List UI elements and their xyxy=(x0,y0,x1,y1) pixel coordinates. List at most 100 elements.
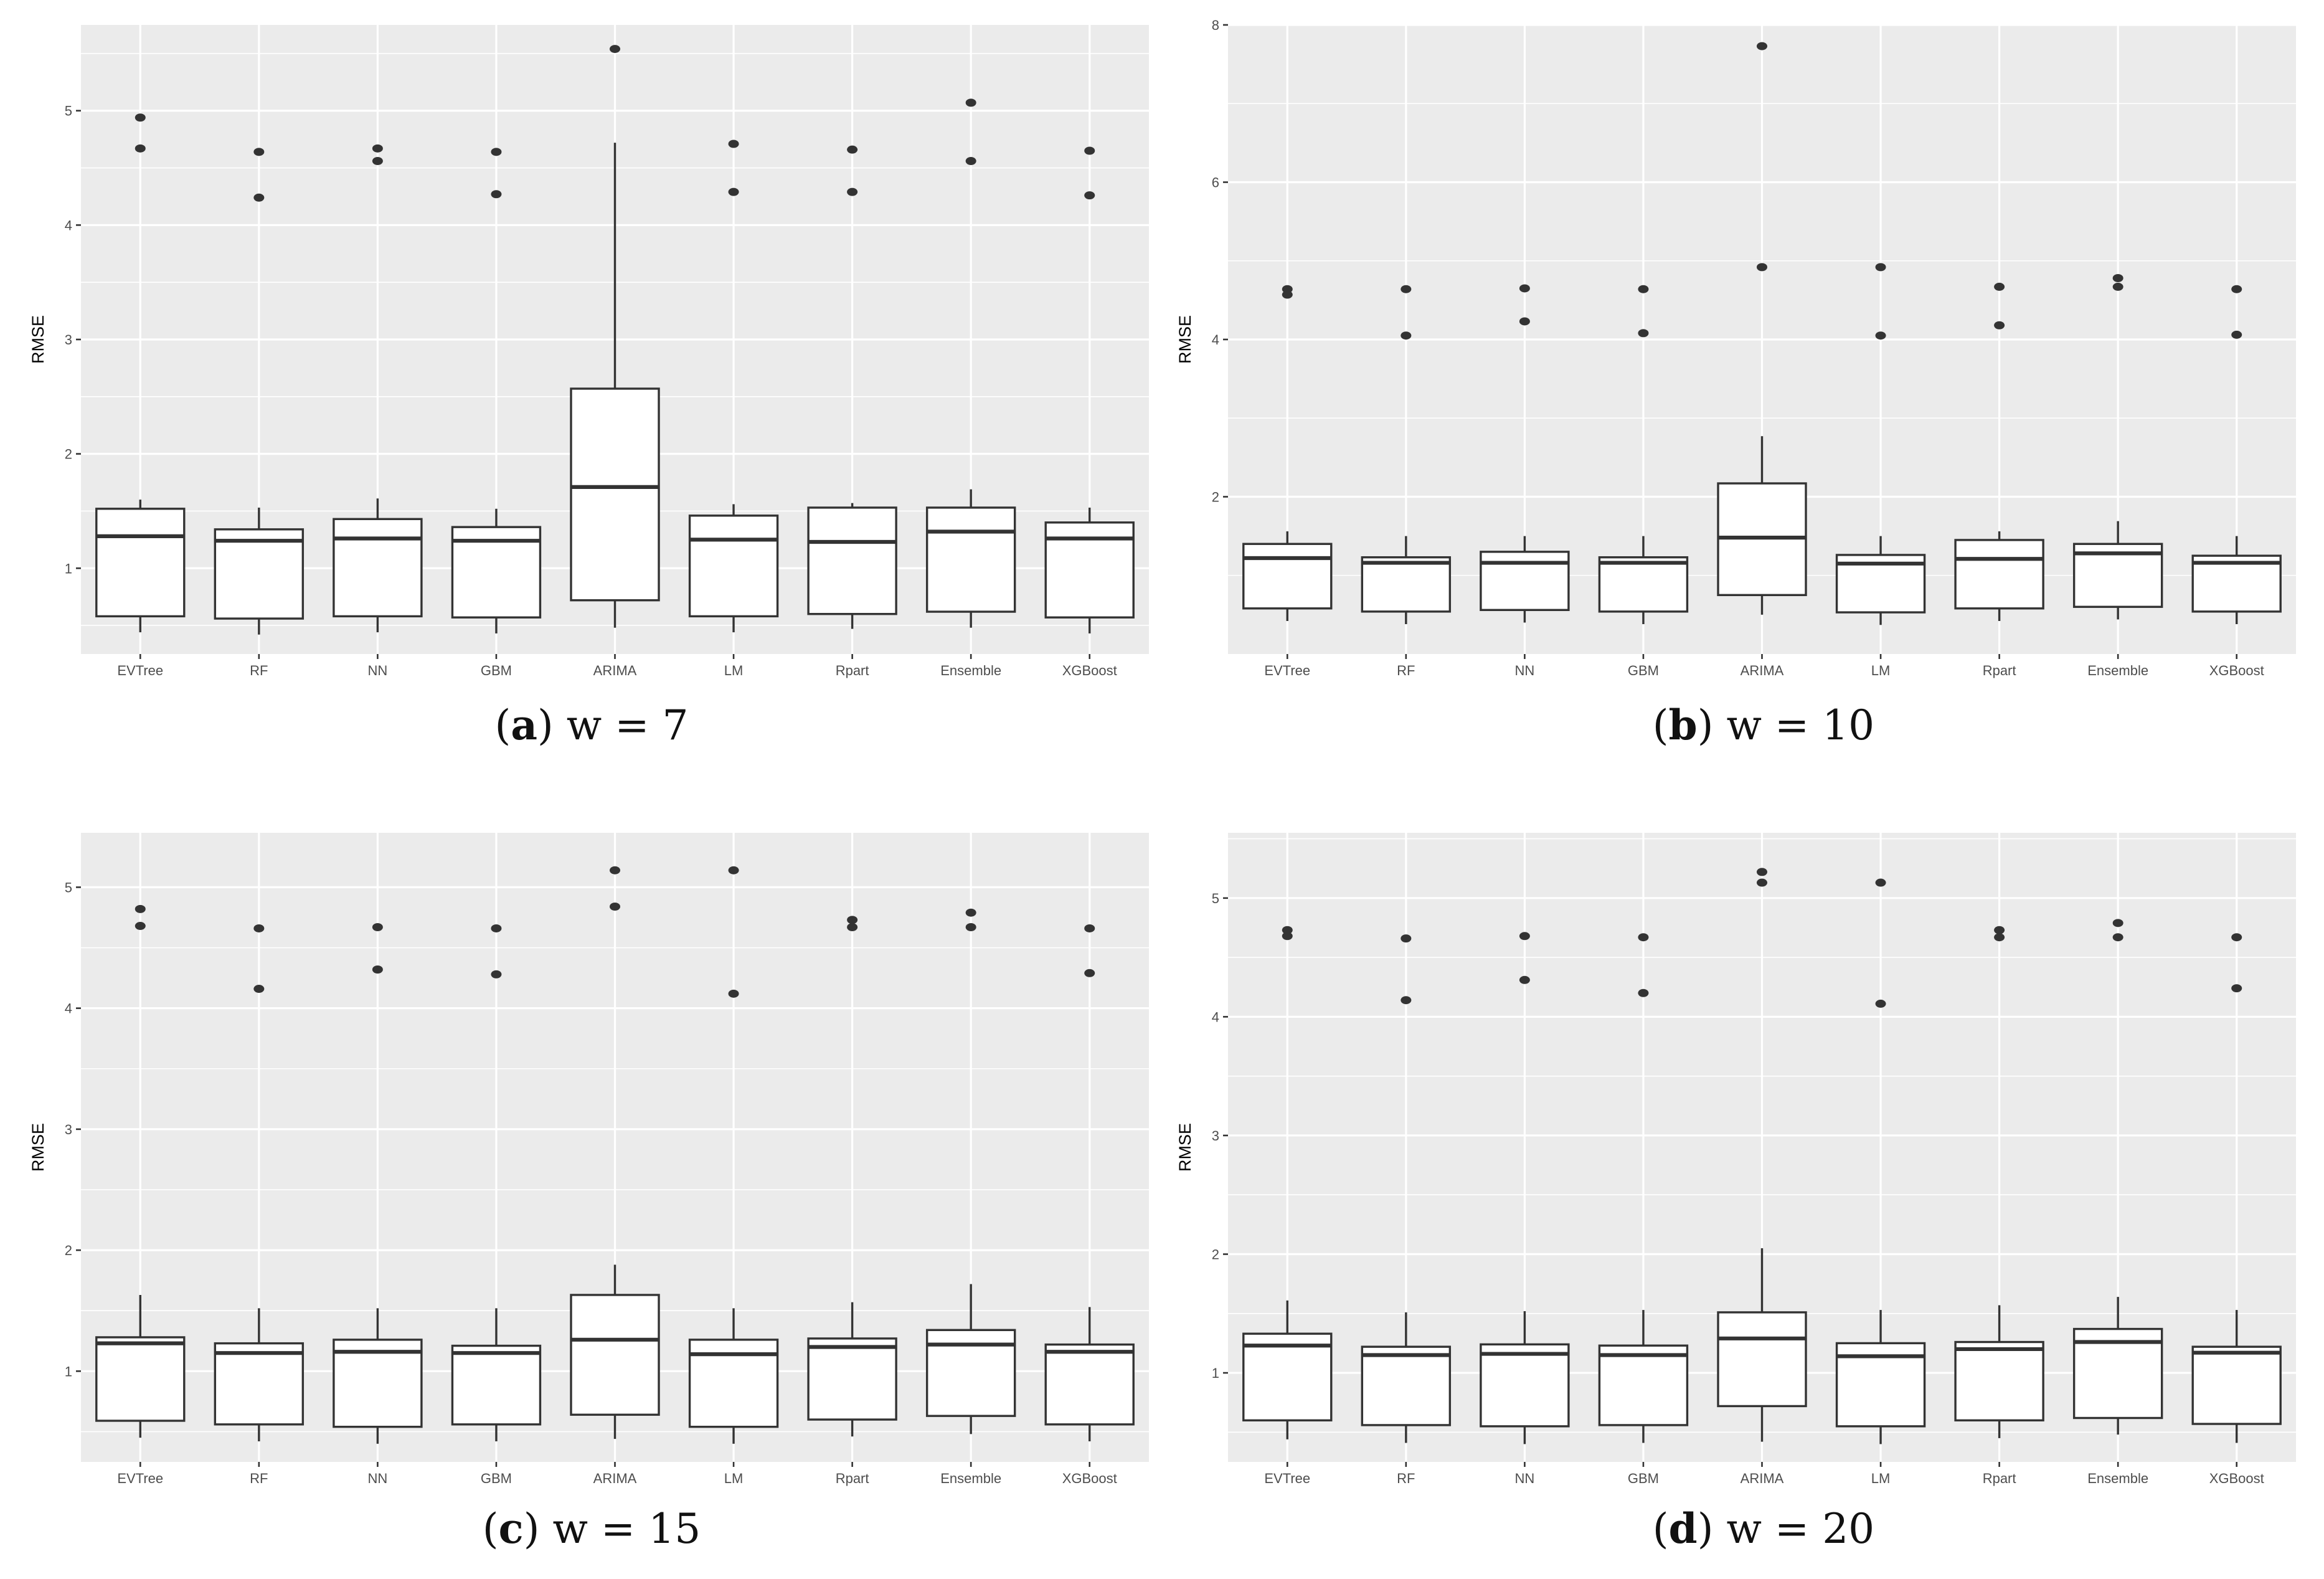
boxplot-chart-w10: 2 4 6 8 EVTree RF NN GBM ARIMA LM Rpart Ensemble XGB… xyxy=(1176,17,2296,678)
boxplot-chart-w20: 1 2 3 4 5 EVTree RF NN GBM ARIMA LM Rpart Ensemble XG… xyxy=(1176,833,2296,1486)
outlier-point xyxy=(610,902,620,911)
box-arima xyxy=(570,387,660,602)
x-tick-label: EVTree xyxy=(1264,663,1310,678)
outlier-point xyxy=(135,922,146,931)
box-lm xyxy=(688,514,779,618)
box-gbm xyxy=(1598,556,1689,613)
x-tick-label: NN xyxy=(367,1471,387,1486)
x-tick-label: RF xyxy=(250,663,268,678)
outlier-point xyxy=(1994,933,2005,942)
x-tick-label: LM xyxy=(724,663,744,678)
y-tick-label: 4 xyxy=(65,1001,72,1017)
x-tick-label: Rpart xyxy=(836,1471,869,1486)
outlier-point xyxy=(728,989,739,998)
x-tick-label: EVTree xyxy=(117,663,163,678)
outlier-point xyxy=(1875,263,1886,272)
y-tick-label: 1 xyxy=(65,561,72,576)
box-rf xyxy=(214,528,305,620)
outlier-point xyxy=(135,904,146,913)
outlier-point xyxy=(1084,146,1095,155)
y-tick-label: 5 xyxy=(65,880,72,895)
y-tick-label: 3 xyxy=(65,332,72,348)
x-tick-label: GBM xyxy=(1628,663,1659,678)
box-evtree xyxy=(1242,1332,1333,1422)
outlier-point xyxy=(253,193,265,202)
outlier-point xyxy=(1875,999,1886,1008)
caption-letter: c xyxy=(498,1504,524,1553)
x-tick-label: ARIMA xyxy=(593,663,637,678)
x-tick-label: Ensemble xyxy=(940,663,1001,678)
y-tick-label: 4 xyxy=(1212,1009,1219,1025)
box-nn xyxy=(333,518,423,618)
outlier-point xyxy=(1401,996,1412,1005)
outlier-point xyxy=(1519,284,1530,293)
x-tick-label: NN xyxy=(1514,663,1534,678)
outlier-point xyxy=(728,866,739,875)
outlier-point xyxy=(1757,868,1767,876)
outlier-point xyxy=(1994,282,2005,291)
boxplot-chart-w15: 1 2 3 4 5 EVTree RF NN GBM ARIMA LM Rpart Ensemble XG… xyxy=(29,833,1149,1486)
x-tick-label: Ensemble xyxy=(2087,663,2148,678)
outlier-point xyxy=(1401,934,1412,943)
outlier-point xyxy=(1084,969,1095,977)
outlier-point xyxy=(728,187,739,196)
outlier-point xyxy=(253,148,265,156)
x-tick-label: RF xyxy=(1397,1471,1415,1486)
caption-text: w = 10 xyxy=(1726,701,1875,749)
x-tick-label: RF xyxy=(250,1471,268,1486)
outlier-point xyxy=(1519,975,1530,984)
x-tick-label: NN xyxy=(1514,1471,1534,1486)
x-tick-label: LM xyxy=(724,1471,744,1486)
y-tick-label: 4 xyxy=(1212,332,1219,348)
box-evtree xyxy=(95,508,186,618)
outlier-point xyxy=(491,970,502,979)
caption-text: w = 15 xyxy=(552,1505,701,1553)
box-rpart xyxy=(1954,539,2044,610)
chart-caption-w20: (d) w = 20 xyxy=(1652,1504,1875,1553)
outlier-point xyxy=(1084,191,1095,200)
outlier-point xyxy=(847,916,858,924)
box-xgboost xyxy=(2191,554,2282,613)
x-tick-label: XGBoost xyxy=(2209,1471,2264,1486)
box-xgboost xyxy=(1044,1343,1135,1426)
outlier-point xyxy=(2231,933,2242,942)
box-nn xyxy=(1480,551,1570,612)
y-axis-title: RMSE xyxy=(29,1123,47,1172)
outlier-point xyxy=(1401,331,1412,340)
outlier-point xyxy=(965,98,976,107)
y-axis-title: RMSE xyxy=(1176,1123,1194,1172)
outlier-point xyxy=(135,113,146,122)
caption-letter: d xyxy=(1668,1504,1698,1553)
box-rpart xyxy=(807,506,897,615)
x-tick-label: Rpart xyxy=(1983,663,2016,678)
chart-panel-w20: 1 2 3 4 5 EVTree RF NN GBM ARIMA LM Rpart Ensemble XG… xyxy=(1147,808,2309,1579)
box-rpart xyxy=(807,1337,897,1421)
chart-panel-w7: 1 2 3 4 5 EVTree RF NN GBM ARIMA LM Rpart Ensemble XG… xyxy=(0,0,1162,789)
x-tick-label: XGBoost xyxy=(1062,663,1117,678)
outlier-point xyxy=(1638,285,1649,293)
x-tick-label: LM xyxy=(1871,1471,1891,1486)
outlier-point xyxy=(1084,924,1095,932)
y-tick-label: 4 xyxy=(65,217,72,233)
outlier-point xyxy=(847,187,858,196)
x-tick-label: Rpart xyxy=(1983,1471,2016,1486)
box-arima xyxy=(570,1294,660,1416)
y-tick-label: 1 xyxy=(65,1363,72,1379)
chart-caption-w10: (b) w = 10 xyxy=(1652,701,1875,749)
outlier-point xyxy=(965,157,976,166)
outlier-point xyxy=(2231,330,2242,339)
outlier-point xyxy=(253,985,265,993)
outlier-point xyxy=(1282,926,1293,934)
outlier-point xyxy=(253,924,265,932)
outlier-point xyxy=(1638,933,1649,942)
outlier-point xyxy=(372,923,383,931)
y-tick-label: 3 xyxy=(1212,1128,1219,1144)
outlier-point xyxy=(1994,926,2005,934)
box-nn xyxy=(333,1339,423,1428)
x-tick-label: ARIMA xyxy=(1741,1471,1784,1486)
outlier-point xyxy=(372,144,383,153)
x-tick-label: GBM xyxy=(481,1471,512,1486)
outlier-point xyxy=(1638,329,1649,338)
outlier-point xyxy=(1757,878,1767,887)
outlier-point xyxy=(2112,274,2123,283)
